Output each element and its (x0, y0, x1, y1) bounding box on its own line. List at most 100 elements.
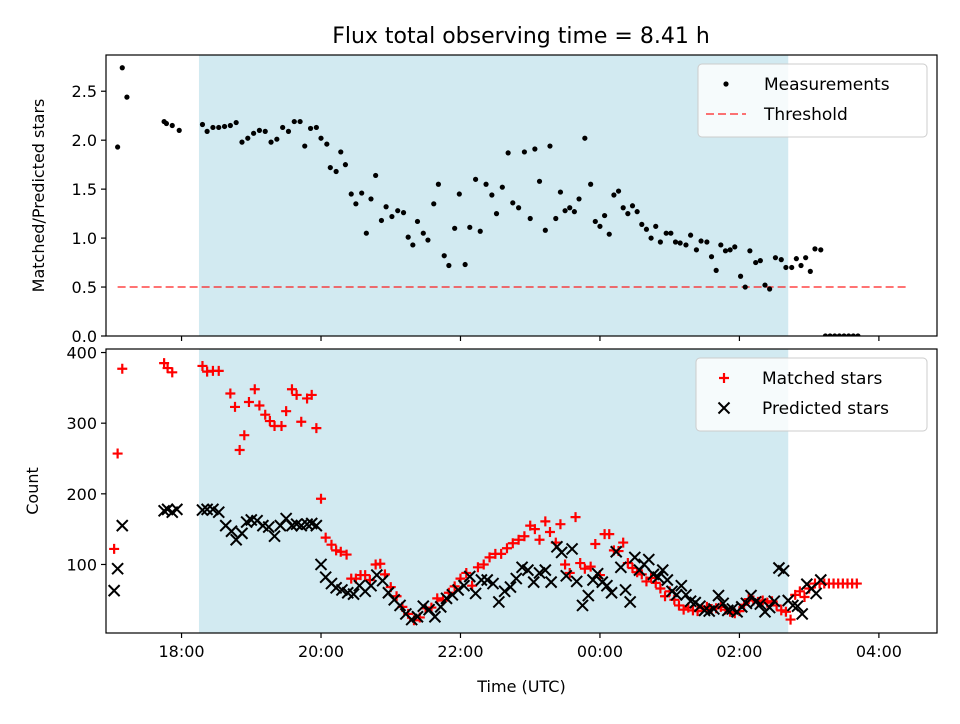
y-tick-label: 1.0 (72, 229, 97, 248)
measurement-point (663, 230, 669, 236)
measurement-point (722, 248, 729, 254)
measurement-point (431, 201, 437, 207)
predicted-star-point (481, 573, 494, 587)
measurement-point (342, 162, 349, 168)
measurement-point (832, 333, 838, 336)
measurement-point (727, 247, 733, 253)
matched-star-point (117, 363, 128, 374)
measurement-point (483, 181, 489, 187)
measurement-point (732, 244, 738, 250)
measurement-point (169, 122, 175, 129)
x-tick-label: 22:00 (437, 642, 483, 661)
predicted-star-point (614, 561, 628, 574)
measurement-point (359, 190, 365, 196)
predicted-star-point (347, 587, 360, 601)
matched-star-point (291, 389, 302, 400)
measurement-point (383, 204, 389, 210)
measurement-point (163, 120, 170, 127)
measurement-point (313, 124, 319, 131)
measurement-point (753, 259, 759, 266)
measurement-point (527, 215, 533, 222)
bottom-axes: 18:00 20:00 22:00 00:00 02:00 04:00 100 200 300 4… (23, 344, 938, 696)
matched-star-point (780, 606, 791, 617)
matched-star-point (375, 558, 386, 569)
measurement-point (489, 192, 495, 198)
y-tick-label: 2.0 (72, 131, 97, 150)
predicted-star-point (268, 530, 281, 543)
measurement-point (643, 226, 650, 232)
matched-star-point (432, 593, 443, 604)
measurement-point (318, 135, 324, 141)
predicted-star-point (679, 588, 693, 602)
predicted-star-point (586, 573, 600, 587)
measurement-point (789, 264, 795, 271)
predicted-star-point (521, 563, 535, 577)
predicted-star-point (262, 520, 275, 534)
measurement-point (515, 205, 522, 211)
measurement-point (245, 135, 251, 141)
measurement-point (389, 213, 395, 220)
matched-star-point (575, 558, 586, 569)
x-tick-label: 18:00 (158, 642, 204, 661)
measurement-point (713, 267, 719, 274)
measurement-point (467, 224, 473, 230)
legend-matched-marker (719, 373, 729, 383)
measurement-point (836, 333, 842, 336)
predicted-star-point (707, 602, 721, 616)
legend-label: Threshold (763, 105, 848, 125)
measurement-point (505, 150, 511, 156)
legend: Matched stars Predicted stars (695, 357, 928, 432)
measurement-point (452, 225, 458, 231)
matched-star-point (326, 539, 337, 550)
measurement-point (400, 210, 407, 216)
y-tick-label: 400 (66, 344, 97, 363)
measurement-point (846, 333, 852, 336)
measurement-point (233, 119, 239, 126)
legend: Measurements Threshold (697, 63, 928, 138)
measurement-point (793, 256, 799, 262)
matched-star-point (513, 534, 524, 545)
measurement-point (176, 127, 182, 133)
measurement-point (327, 164, 333, 171)
measurement-point (405, 234, 411, 240)
measurement-point (425, 237, 431, 243)
y-axis-label: Matched/Predicted stars (29, 99, 48, 293)
matched-star-point (540, 516, 551, 527)
predicted-star-point (469, 587, 482, 600)
measurement-point (348, 191, 354, 197)
measurement-point (268, 139, 274, 145)
measurement-point (718, 242, 724, 248)
measurement-point (683, 242, 689, 248)
measurement-point (251, 130, 257, 136)
measurement-point (757, 258, 763, 264)
predicted-star-point (170, 503, 184, 516)
matched-star-point (306, 389, 317, 400)
matched-star-point (249, 384, 260, 395)
legend-label: Predicted stars (762, 399, 889, 419)
matched-star-point (570, 512, 581, 523)
predicted-star-point (527, 575, 540, 589)
predicted-star-point (809, 587, 823, 600)
measurement-point (592, 218, 598, 225)
predicted-star-point (457, 579, 471, 592)
legend-label: Matched stars (762, 369, 882, 389)
predicted-star-point (670, 588, 683, 602)
predicted-star-point (582, 589, 595, 602)
measurement-point (510, 200, 516, 206)
predicted-star-point (417, 599, 430, 613)
predicted-star-point (310, 519, 323, 532)
measurement-point (772, 255, 779, 261)
matched-star-point (112, 448, 123, 459)
measurement-point (262, 128, 268, 134)
plot-area (115, 65, 908, 336)
predicted-star-point (475, 573, 488, 587)
predicted-star-point (605, 586, 618, 599)
matched-star-point (197, 360, 208, 371)
measurement-point (762, 282, 768, 288)
measurement-point (582, 135, 588, 141)
measurement-point (462, 261, 468, 268)
measurement-point (562, 208, 568, 214)
x-tick-label: 20:00 (298, 642, 344, 661)
predicted-star-point (777, 564, 790, 578)
measurement-point (307, 125, 314, 132)
